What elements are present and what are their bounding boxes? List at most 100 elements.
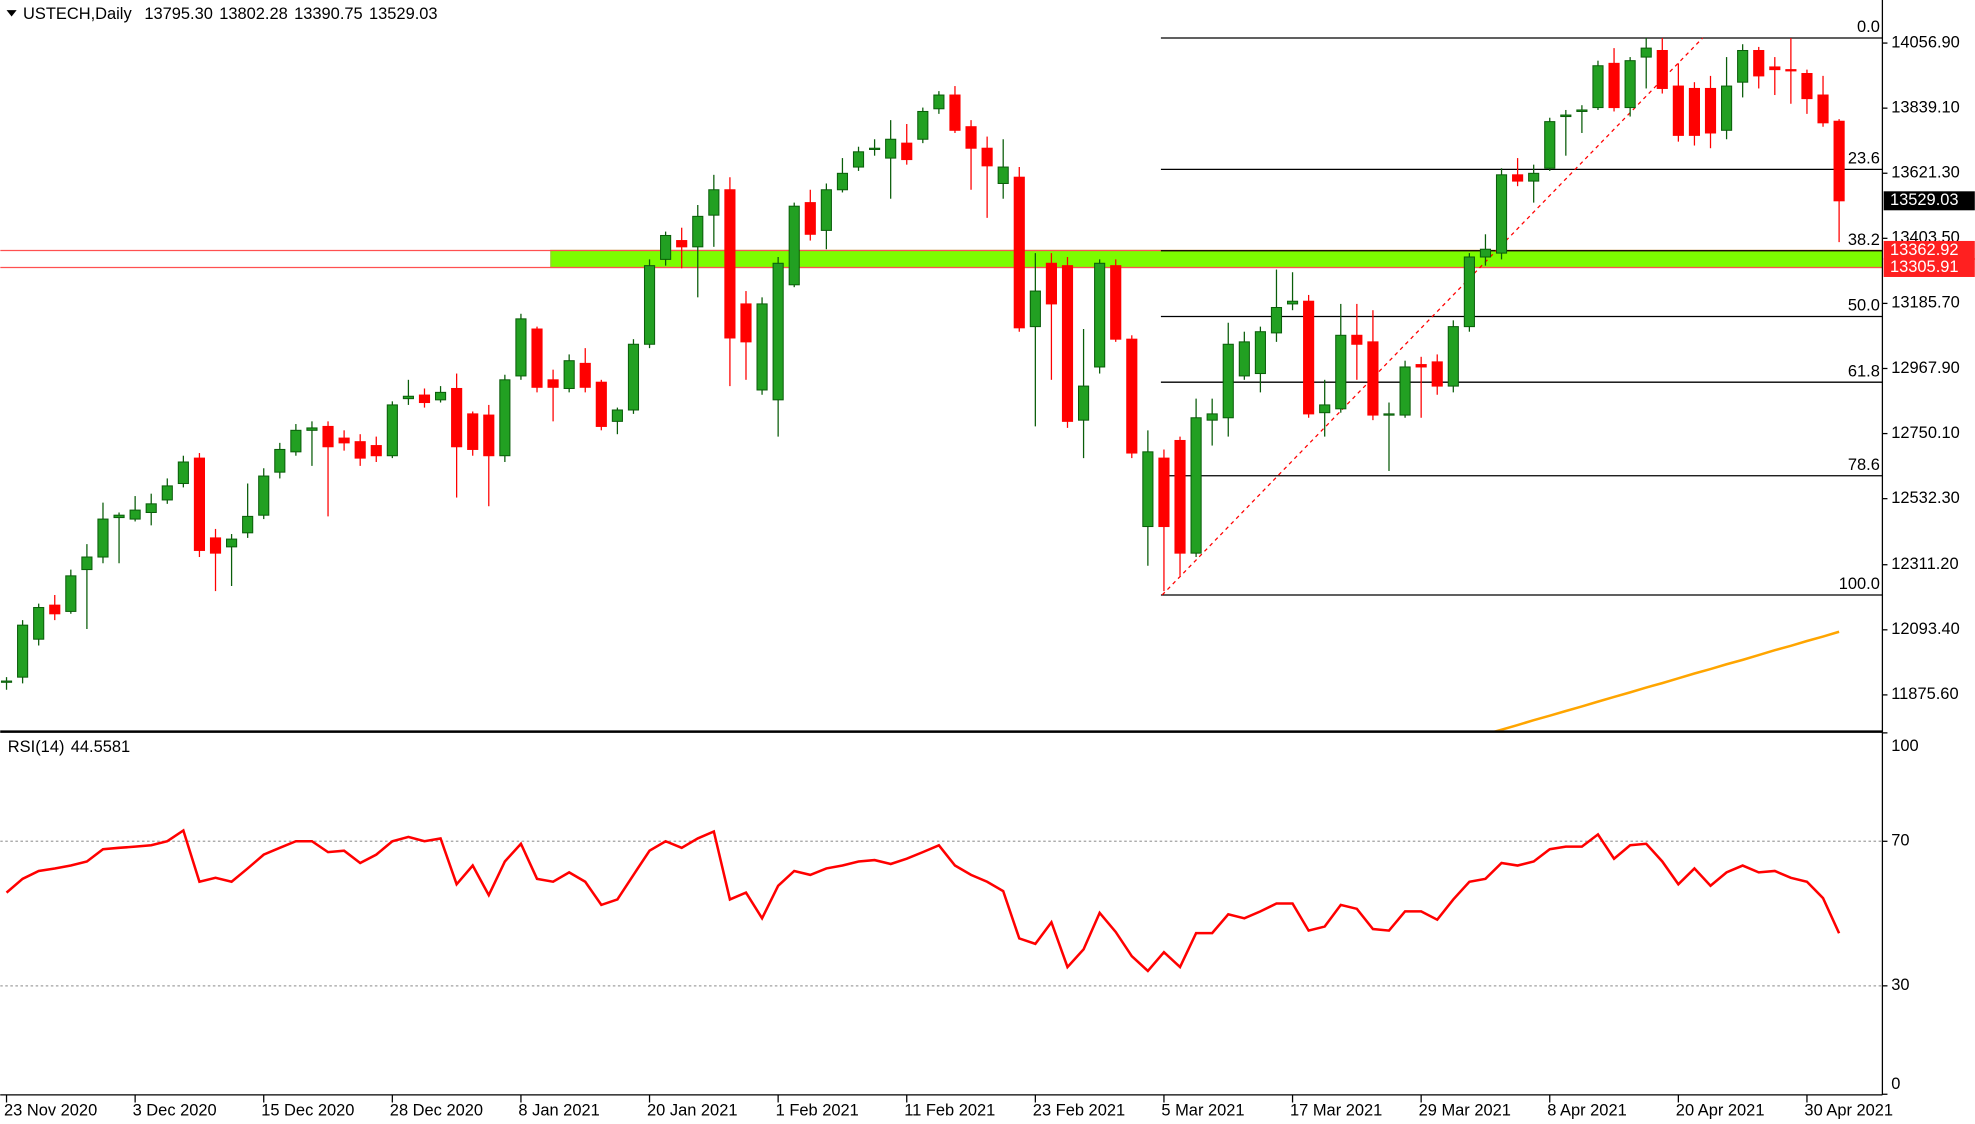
y-tick-label: 12311.20 [1891, 555, 1958, 573]
candle-body [676, 240, 688, 248]
x-tick-label: 23 Nov 2020 [4, 1102, 97, 1120]
x-tick-label: 17 Mar 2021 [1290, 1102, 1382, 1120]
ohlc-value: 13802.28 [219, 6, 288, 24]
x-tick-label: 8 Jan 2021 [518, 1102, 599, 1120]
candle-body [1479, 248, 1492, 258]
x-tick-label: 20 Jan 2021 [647, 1102, 738, 1120]
axes: 14056.9013839.1013621.3013403.5013185.70… [4, 33, 1975, 1120]
candle-body [869, 147, 881, 150]
candle-body [467, 413, 479, 450]
price-tag-label: 13305.91 [1890, 258, 1959, 276]
candle-body [1704, 87, 1717, 134]
candle-body [885, 138, 897, 159]
candle-body [660, 234, 672, 260]
candle-body [981, 147, 993, 167]
fib-label: 61.8 [1848, 362, 1880, 380]
fib-label: 23.6 [1848, 150, 1880, 168]
candle-body [997, 166, 1009, 184]
candle-body [322, 425, 334, 448]
candle-body [1238, 341, 1250, 377]
ohlc-value: 13529.03 [369, 6, 438, 24]
candle-body [1463, 256, 1475, 328]
candle-body [1785, 69, 1797, 72]
candle-body [1029, 290, 1041, 328]
candle-body [17, 624, 29, 678]
x-tick-label: 11 Feb 2021 [904, 1102, 995, 1120]
ohlc-values: 13795.30 13802.28 13390.75 13529.03 [144, 6, 437, 24]
candle-body [611, 409, 623, 422]
candle-body [1061, 265, 1074, 422]
y-tick-label: 70 [1891, 832, 1909, 850]
y-tick-label: 0 [1891, 1075, 1900, 1093]
candle-body [820, 189, 832, 231]
candle-body [756, 303, 768, 391]
candle-body [209, 537, 222, 554]
candle-body [1431, 361, 1443, 387]
candle-body [33, 607, 45, 640]
fib-label: 50.0 [1848, 297, 1880, 315]
rsi-header: RSI(14) 44.5581 [8, 738, 130, 756]
candle-body [0, 680, 13, 683]
y-tick-label: 12750.10 [1891, 424, 1960, 442]
x-tick-label: 29 Mar 2021 [1419, 1102, 1511, 1120]
candle-body [1640, 47, 1652, 58]
candle-body [852, 151, 865, 168]
candle-body [451, 387, 463, 448]
x-tick-label: 8 Apr 2021 [1547, 1102, 1627, 1120]
candle-body [1319, 404, 1331, 414]
collapse-icon[interactable] [6, 10, 17, 17]
candle-body [1303, 300, 1315, 415]
y-tick-label: 12093.40 [1891, 620, 1960, 638]
candle-body [49, 604, 61, 615]
price-tag [1883, 257, 1975, 277]
candle-body [1608, 62, 1620, 109]
candle-body [1656, 49, 1668, 89]
fib-label: 100.0 [1839, 575, 1880, 593]
candle-body [1672, 85, 1684, 136]
candle-body [306, 427, 318, 431]
y-tick-label: 13839.10 [1891, 98, 1960, 116]
y-tick-label: 11875.60 [1891, 685, 1958, 703]
candle-body [1158, 457, 1170, 528]
candle-body [1110, 265, 1122, 340]
y-tick-label: 12532.30 [1891, 489, 1960, 507]
candle-body [65, 575, 77, 612]
candle-body [1094, 262, 1106, 368]
price-tag-label: 13362.92 [1890, 241, 1959, 259]
candle-body [1270, 306, 1283, 334]
candle-body [965, 126, 977, 149]
candle-body [1688, 87, 1700, 136]
candle-body [579, 362, 591, 388]
moving-average-line [1494, 630, 1840, 731]
candle-body [1126, 338, 1138, 454]
fib-label: 0.0 [1857, 18, 1880, 36]
candle-body [1045, 262, 1057, 305]
candle-body [81, 556, 93, 571]
price-panel: 0.0 23.6 38.2 50.0 61.8 78.6 100.0 [0, 18, 1883, 731]
candle-body [627, 343, 640, 411]
x-tick-label: 23 Feb 2021 [1033, 1102, 1125, 1120]
candle-body [1512, 174, 1524, 182]
price-tag [1883, 191, 1975, 211]
candle-body [97, 518, 109, 558]
candle-body [788, 205, 800, 286]
candle-body [1190, 417, 1202, 554]
candle-body [804, 202, 816, 235]
ohlc-value: 13390.75 [294, 6, 363, 24]
candle-body [274, 448, 286, 473]
candle-body [499, 379, 511, 457]
candle-body [161, 485, 173, 501]
y-tick-label: 100 [1891, 737, 1918, 755]
x-tick-label: 30 Apr 2021 [1804, 1102, 1893, 1120]
rsi-panel [0, 828, 1883, 987]
candle-body [1833, 120, 1845, 202]
candle-body [1817, 94, 1829, 124]
candle-body [1222, 343, 1234, 419]
candle-body [740, 303, 752, 343]
candle-body [515, 318, 527, 377]
candle-body [692, 215, 704, 248]
candle-body [1544, 121, 1556, 169]
candle-body [917, 110, 929, 140]
